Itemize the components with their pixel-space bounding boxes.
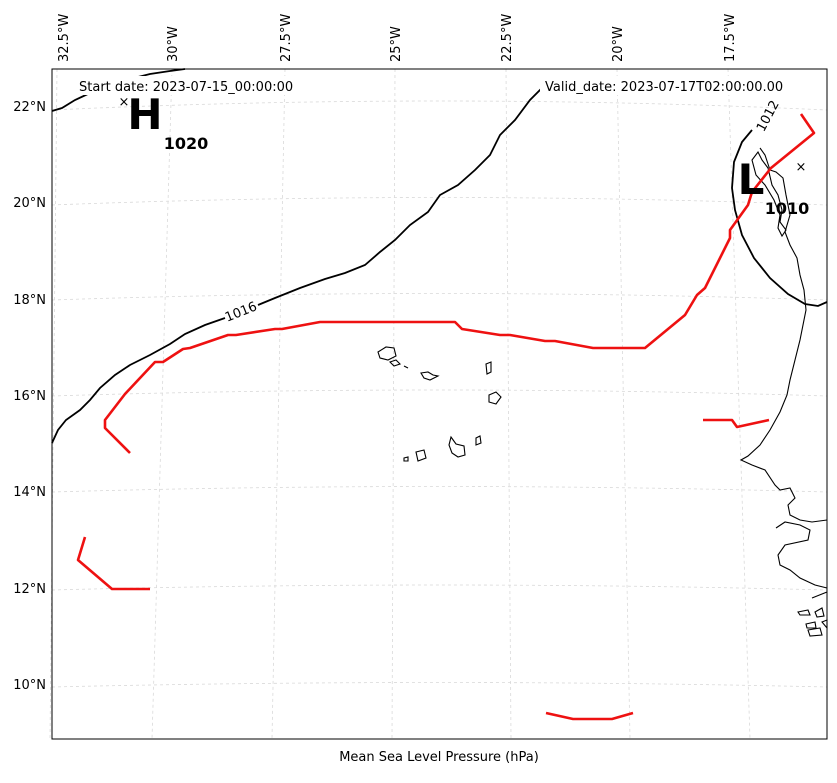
lon-label-30w: 30°W: [166, 26, 181, 62]
parallel-14n: [51, 486, 828, 493]
cape-verde-islands: [377, 346, 502, 462]
latitude-labels: 22°N 20°N 18°N 16°N 14°N 12°N 10°N: [13, 100, 46, 693]
lat-label-12n: 12°N: [13, 582, 46, 597]
start-date-box: [74, 76, 312, 95]
meridian-17-5w: [727, 68, 751, 740]
front-main: [103, 113, 816, 454]
lon-label-27-5w: 27.5°W: [279, 14, 294, 62]
island-sao-vicente: [388, 359, 402, 367]
lat-label-10n: 10°N: [13, 678, 46, 693]
start-date-label: Start date: 2023-07-15_00:00:00: [79, 80, 293, 95]
island-maio: [475, 435, 482, 446]
high-center-marker: ×: [119, 95, 130, 110]
parallel-12n: [51, 584, 828, 591]
parallel-16n: [51, 389, 828, 397]
parallel-10n: [51, 682, 828, 688]
longitude-labels: 32.5°W 30°W 27.5°W 25°W 22.5°W 20°W 17.5…: [57, 14, 738, 62]
front-east-short: [703, 418, 770, 429]
lat-label-18n: 18°N: [13, 293, 46, 308]
meridian-32-5w: [49, 68, 58, 740]
island-brava: [403, 456, 409, 462]
lon-label-22-5w: 22.5°W: [500, 14, 515, 62]
low-value: 1010: [765, 199, 810, 218]
meridian-22-5w: [505, 68, 512, 740]
low-symbol: L: [738, 155, 765, 204]
map-frame: [51, 68, 828, 740]
meridian-30w: [151, 68, 173, 740]
coast-guinea-islands: [797, 607, 828, 637]
valid-date-box: [540, 76, 806, 95]
high-symbol: H: [127, 90, 162, 139]
fronts: [76, 113, 816, 721]
lon-label-32-5w: 32.5°W: [57, 14, 72, 62]
island-sal: [485, 361, 492, 375]
meridian-20w: [616, 68, 631, 740]
island-santa-luzia: [403, 365, 409, 369]
island-fogo: [415, 449, 427, 462]
lat-label-14n: 14°N: [13, 485, 46, 500]
front-bottom: [545, 711, 634, 721]
lat-label-22n: 22°N: [13, 100, 46, 115]
island-boa-vista: [488, 391, 502, 405]
lon-label-17-5w: 17.5°W: [723, 14, 738, 62]
high-value: 1020: [164, 134, 209, 153]
lon-label-20w: 20°W: [611, 26, 626, 62]
island-santiago: [448, 435, 466, 458]
parallel-22n: [51, 100, 828, 111]
map-background: [52, 69, 827, 739]
parallel-18n: [51, 293, 828, 301]
valid-date-label: Valid_date: 2023-07-17T02:00:00.00: [545, 80, 783, 95]
graticule: [49, 68, 828, 740]
island-santo-antao: [377, 346, 397, 361]
coast-senegal-cape: [751, 150, 787, 238]
meridian-25w: [391, 68, 396, 740]
island-sao-nicolau: [420, 371, 440, 381]
meridian-27-5w: [271, 68, 286, 740]
isobar-1016: [51, 77, 557, 444]
coast-africa: [739, 147, 828, 599]
front-west-south: [76, 536, 150, 591]
parallel-20n: [51, 197, 828, 206]
map-caption: Mean Sea Level Pressure (hPa): [339, 750, 539, 765]
low-center-marker: ×: [796, 160, 807, 175]
lat-label-20n: 20°N: [13, 196, 46, 211]
lon-label-25w: 25°W: [389, 26, 404, 62]
lat-label-16n: 16°N: [13, 389, 46, 404]
